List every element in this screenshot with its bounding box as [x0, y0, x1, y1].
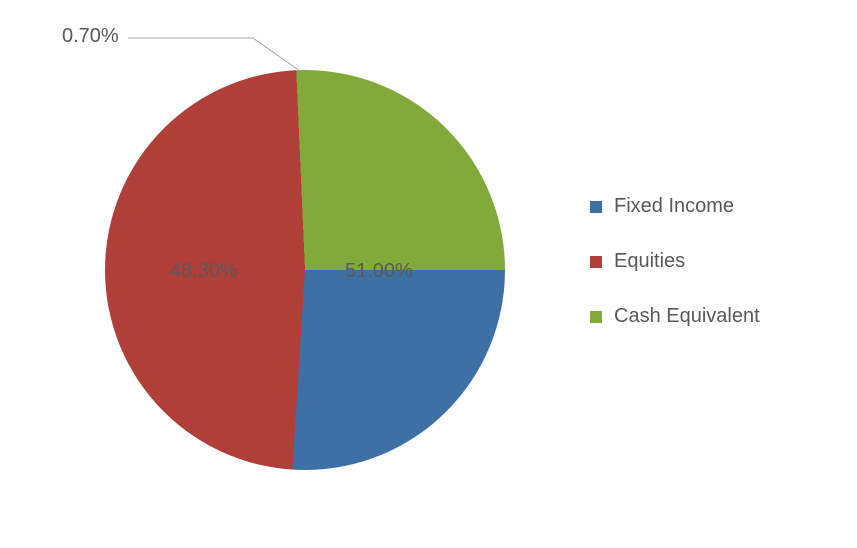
slice-label-cash-equivalent: 0.70% — [62, 25, 119, 48]
legend-swatch-equities — [590, 256, 602, 268]
legend-label-cash-equivalent: Cash Equivalent — [614, 305, 760, 328]
chart-stage: 51.00% 48.30% 0.70% Fixed Income Equitie… — [0, 0, 857, 548]
slice-label-fixed-income: 51.00% — [345, 260, 413, 283]
legend: Fixed Income Equities Cash Equivalent — [590, 195, 760, 328]
legend-item-equities: Equities — [590, 250, 760, 273]
legend-item-cash-equivalent: Cash Equivalent — [590, 305, 760, 328]
legend-item-fixed-income: Fixed Income — [590, 195, 760, 218]
legend-swatch-fixed-income — [590, 201, 602, 213]
legend-label-fixed-income: Fixed Income — [614, 195, 734, 218]
legend-label-equities: Equities — [614, 250, 685, 273]
pie-disc — [105, 70, 505, 470]
pie-chart: 51.00% 48.30% — [105, 70, 505, 470]
legend-swatch-cash-equivalent — [590, 311, 602, 323]
slice-label-equities: 48.30% — [170, 260, 238, 283]
